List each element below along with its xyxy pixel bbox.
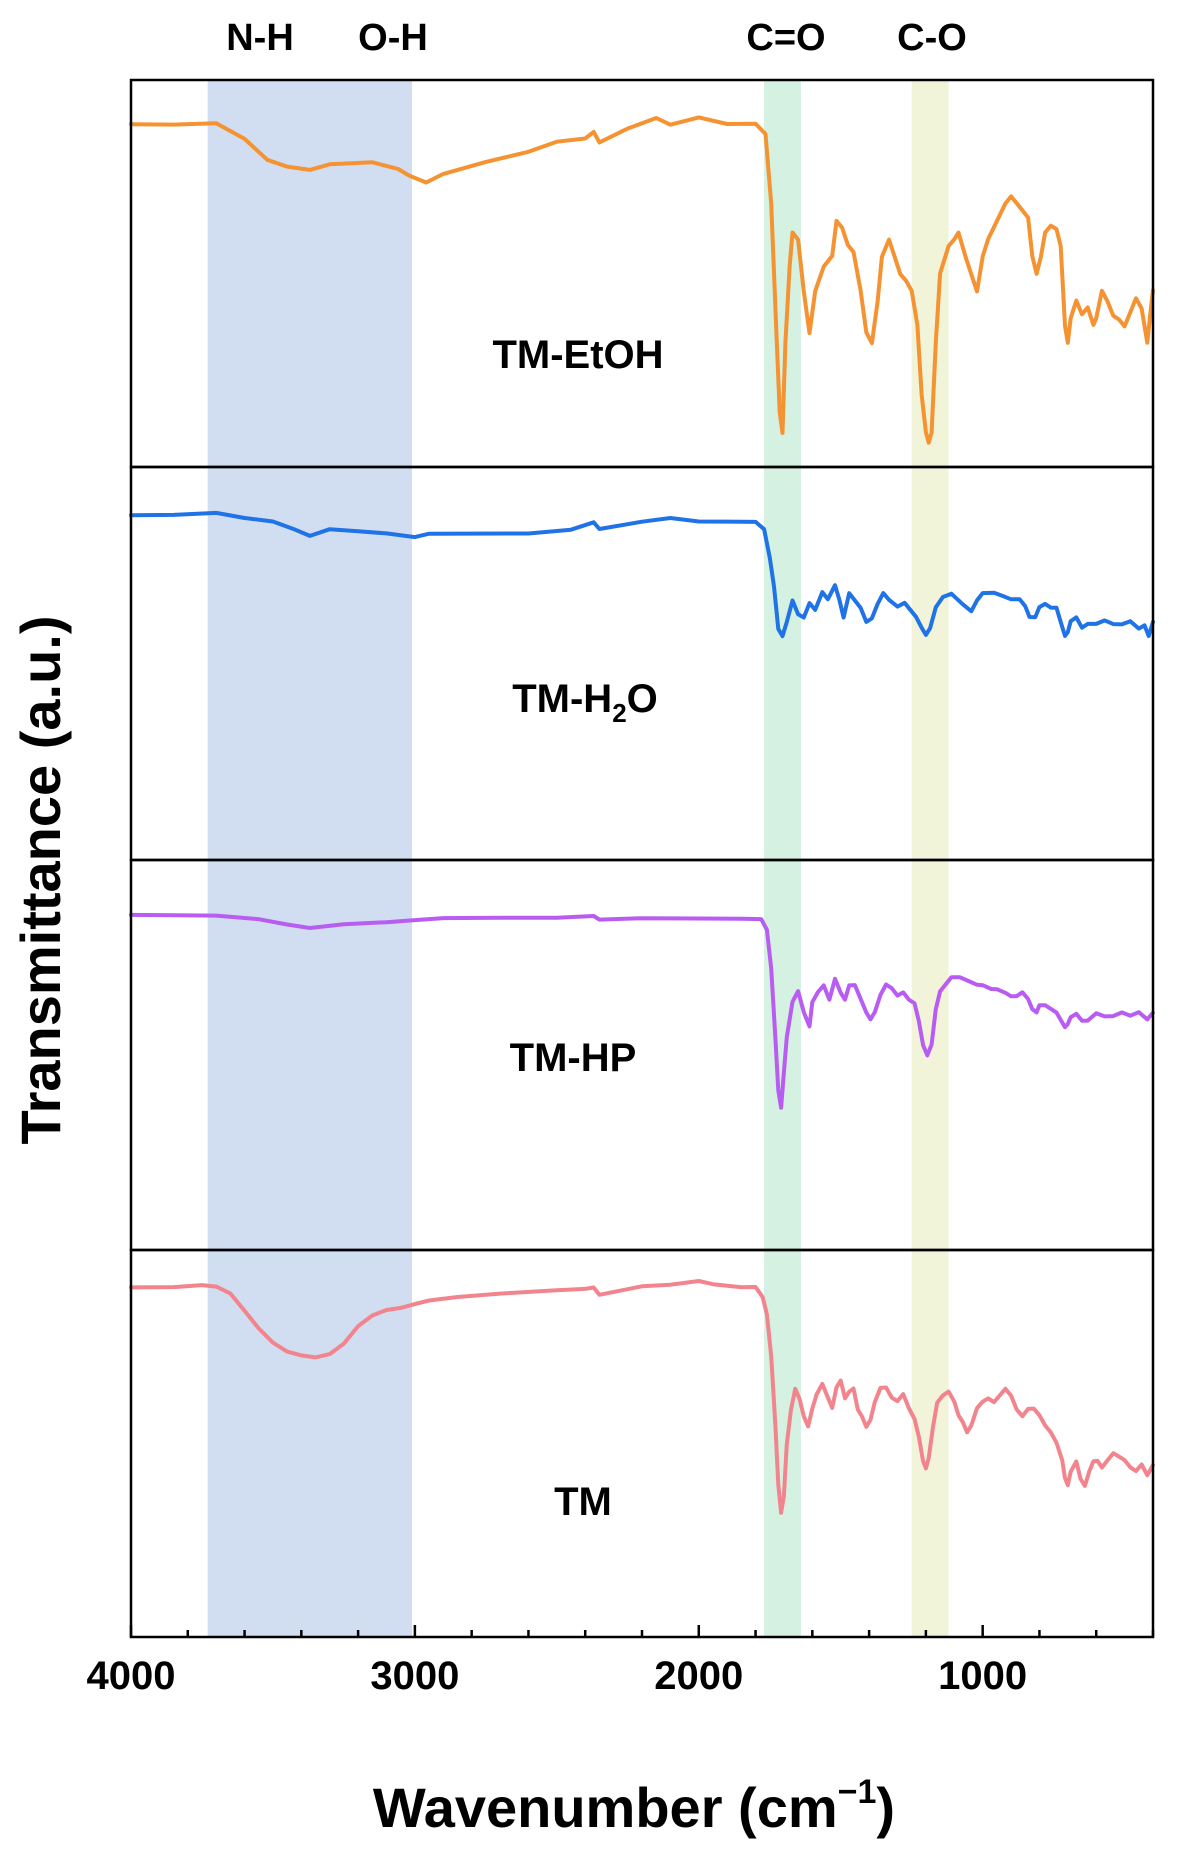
series-label-tm-h2o: TM-H2O bbox=[512, 677, 658, 728]
x-tick-label: 3000 bbox=[370, 1654, 459, 1698]
x-tick-label: 1000 bbox=[938, 1654, 1027, 1698]
x-axis: 4000 3000 2000 1000 bbox=[87, 1625, 1155, 1698]
band-label-oh: O-H bbox=[358, 17, 428, 59]
series-label-tm-etoh: TM-EtOH bbox=[492, 333, 663, 377]
series-line-0 bbox=[129, 115, 1155, 445]
band-label-co-single: C-O bbox=[897, 17, 967, 59]
band-layer bbox=[207, 80, 949, 1637]
series-layer bbox=[129, 115, 1155, 1515]
band-0 bbox=[207, 80, 413, 1637]
band-label-co-double: C=O bbox=[746, 17, 825, 59]
x-axis-label: Wavenumber (cm−1) bbox=[373, 1773, 895, 1839]
series-label-tm-hp: TM-HP bbox=[510, 1036, 637, 1080]
x-tick-label: 4000 bbox=[87, 1654, 176, 1698]
series-line-3 bbox=[129, 1279, 1155, 1515]
band-label-nh: N-H bbox=[226, 17, 294, 59]
band-1 bbox=[764, 80, 801, 1637]
series-line-1 bbox=[129, 510, 1155, 639]
series-label-tm: TM bbox=[554, 1480, 612, 1524]
x-tick-label: 2000 bbox=[654, 1654, 743, 1698]
series-labels: TM-EtOH TM-H2O TM-HP TM bbox=[492, 333, 663, 1524]
series-line-2 bbox=[129, 912, 1155, 1110]
y-axis-label: Transmittance (a.u.) bbox=[9, 615, 72, 1144]
band-labels: N-H O-H C=O C-O bbox=[226, 17, 967, 59]
